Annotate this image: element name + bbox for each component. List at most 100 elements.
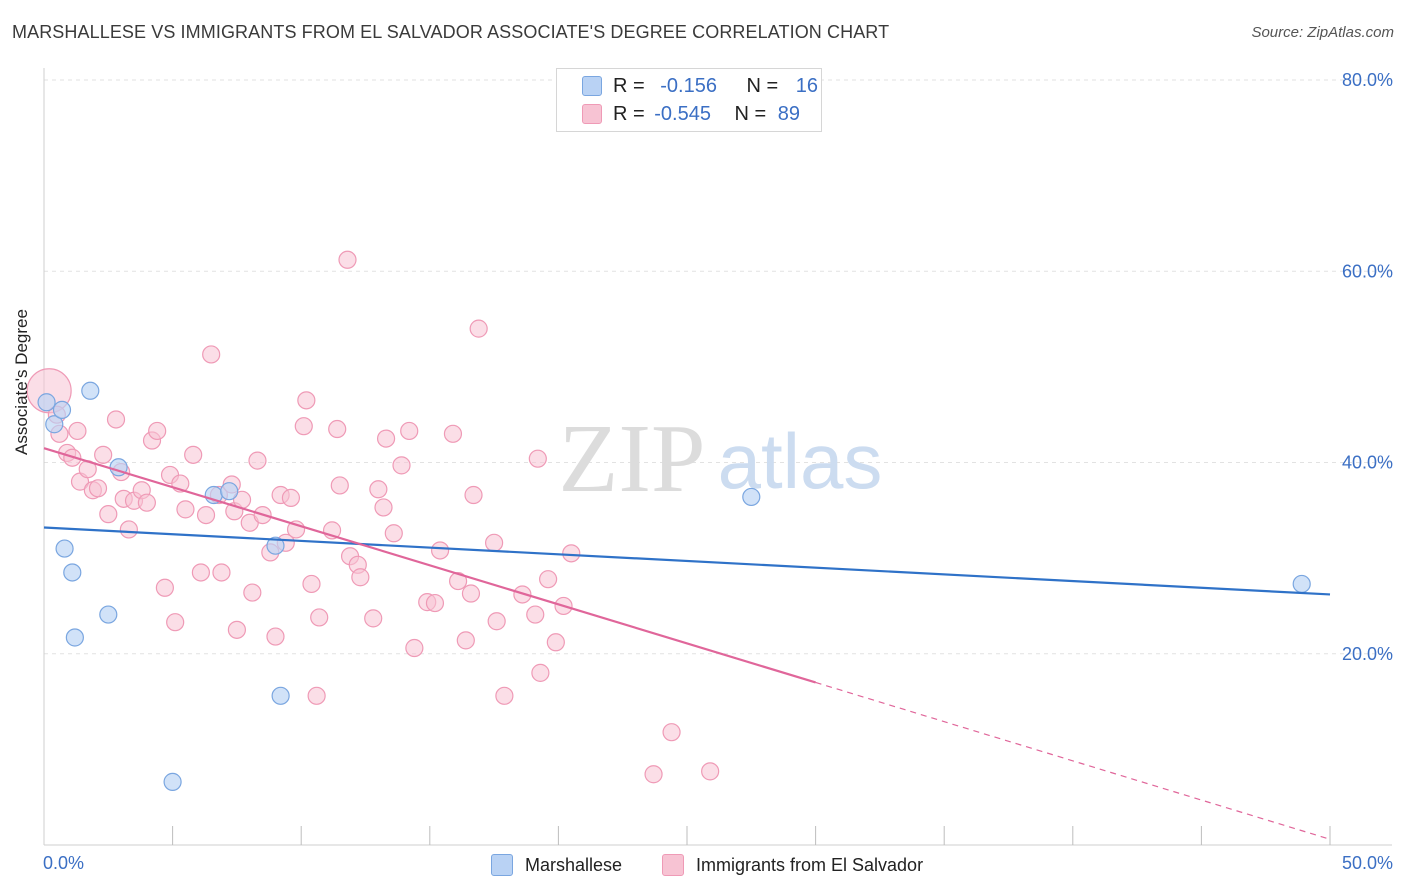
point-elsalvador	[212, 563, 231, 582]
point-elsalvador	[369, 480, 388, 499]
point-elsalvador	[68, 421, 87, 441]
x-tick-label: 0.0%	[43, 853, 84, 873]
point-elsalvador	[155, 578, 174, 597]
y-tick-label: 80.0%	[1342, 70, 1393, 90]
point-elsalvador	[430, 541, 450, 560]
point-elsalvador	[376, 429, 396, 448]
point-marshallese	[99, 605, 118, 624]
point-elsalvador	[330, 476, 349, 495]
point-elsalvador	[202, 345, 221, 364]
point-elsalvador	[487, 612, 506, 631]
point-marshallese	[266, 536, 285, 555]
point-marshallese	[65, 628, 84, 647]
point-elsalvador	[248, 451, 267, 470]
point-elsalvador	[461, 584, 481, 603]
n-value: 89	[777, 102, 801, 125]
point-marshallese	[63, 563, 82, 582]
point-elsalvador	[400, 421, 419, 441]
point-elsalvador	[227, 620, 246, 639]
point-elsalvador	[392, 456, 411, 475]
point-marshallese	[52, 400, 72, 420]
y-axis-label: Associate's Degree	[12, 309, 31, 455]
point-marshallese	[81, 381, 100, 400]
point-elsalvador	[297, 391, 316, 410]
legend-stats-marshallese: R = -0.156 N = 16	[613, 75, 818, 98]
series-legend: Marshallese Immigrants from El Salvador	[0, 852, 1406, 878]
tick-labels: 20.0% 40.0% 60.0% 80.0% 0.0% 50.0%	[43, 70, 1393, 873]
legend-swatch-elsalvador	[582, 104, 602, 124]
point-elsalvador	[166, 613, 185, 632]
point-elsalvador	[281, 488, 301, 507]
point-elsalvador	[456, 631, 475, 650]
watermark-zip-text: ZIP	[559, 405, 706, 513]
point-elsalvador	[191, 563, 210, 582]
point-elsalvador	[176, 500, 195, 519]
trendline-elsalvador-extension	[815, 681, 1331, 840]
point-elsalvador	[106, 410, 126, 429]
point-elsalvador	[310, 608, 329, 627]
correlation-legend: R = -0.156 N = 16 R = -0.545 N = 89	[556, 68, 822, 132]
legend-item-marshallese[interactable]: Marshallese	[491, 852, 622, 878]
chart-title: MARSHALLESE VS IMMIGRANTS FROM EL SALVAD…	[12, 22, 890, 42]
point-elsalvador	[294, 417, 313, 436]
legend-item-elsalvador[interactable]: Immigrants from El Salvador	[662, 852, 923, 878]
point-elsalvador	[99, 505, 118, 524]
point-marshallese	[1292, 574, 1311, 594]
point-elsalvador	[148, 421, 167, 441]
point-marshallese	[55, 539, 74, 558]
point-elsalvador	[526, 605, 545, 624]
trendline-marshallese	[43, 526, 1331, 596]
point-elsalvador	[137, 493, 156, 512]
point-elsalvador	[364, 609, 383, 628]
axes	[43, 68, 1392, 846]
point-elsalvador	[184, 445, 203, 464]
legend-label-elsalvador: Immigrants from El Salvador	[696, 854, 924, 875]
point-elsalvador	[88, 479, 108, 498]
point-elsalvador	[119, 520, 138, 539]
point-elsalvador	[405, 638, 424, 658]
point-elsalvador	[469, 319, 488, 338]
point-elsalvador	[425, 593, 445, 613]
point-elsalvador	[328, 419, 347, 439]
point-marshallese	[742, 487, 761, 507]
y-tick-label: 60.0%	[1342, 261, 1393, 281]
trend-lines	[43, 447, 1331, 840]
point-elsalvador	[302, 574, 321, 594]
point-elsalvador	[701, 762, 720, 781]
point-elsalvador	[495, 686, 514, 705]
watermark-atlas-text: atlas	[718, 417, 883, 505]
point-elsalvador	[485, 533, 504, 552]
x-tick-label: 50.0%	[1342, 853, 1393, 873]
n-value: 16	[795, 74, 819, 97]
source-label: Source: ZipAtlas.com	[1251, 24, 1394, 41]
y-tick-label: 20.0%	[1342, 644, 1393, 664]
point-elsalvador	[338, 250, 357, 269]
trendline-elsalvador	[43, 447, 816, 684]
legend-swatch-marshallese	[582, 76, 602, 96]
point-marshallese	[271, 686, 290, 705]
point-marshallese	[37, 393, 56, 412]
legend-swatch-elsalvador	[662, 854, 684, 876]
legend-swatch-marshallese	[491, 854, 513, 876]
series-elsalvador-points	[26, 250, 720, 784]
n-label: N =	[734, 102, 767, 125]
point-elsalvador	[384, 524, 403, 543]
point-elsalvador	[464, 485, 483, 505]
legend-stats-elsalvador: R = -0.545 N = 89	[613, 103, 800, 126]
n-label: N =	[746, 74, 779, 97]
legend-label-marshallese: Marshallese	[525, 854, 623, 875]
gridlines	[44, 79, 1392, 655]
r-value: -0.545	[654, 102, 711, 125]
point-elsalvador	[644, 765, 663, 784]
point-elsalvador	[443, 424, 463, 443]
point-elsalvador	[196, 505, 216, 525]
zipatlas-watermark: ZIP atlas	[559, 405, 883, 513]
point-marshallese	[220, 482, 239, 501]
point-elsalvador	[94, 445, 113, 464]
point-elsalvador	[448, 571, 468, 591]
point-elsalvador	[528, 449, 547, 468]
r-label: R =	[613, 102, 645, 125]
point-elsalvador	[243, 583, 262, 602]
y-tick-label: 40.0%	[1342, 453, 1393, 473]
point-elsalvador	[531, 663, 550, 682]
